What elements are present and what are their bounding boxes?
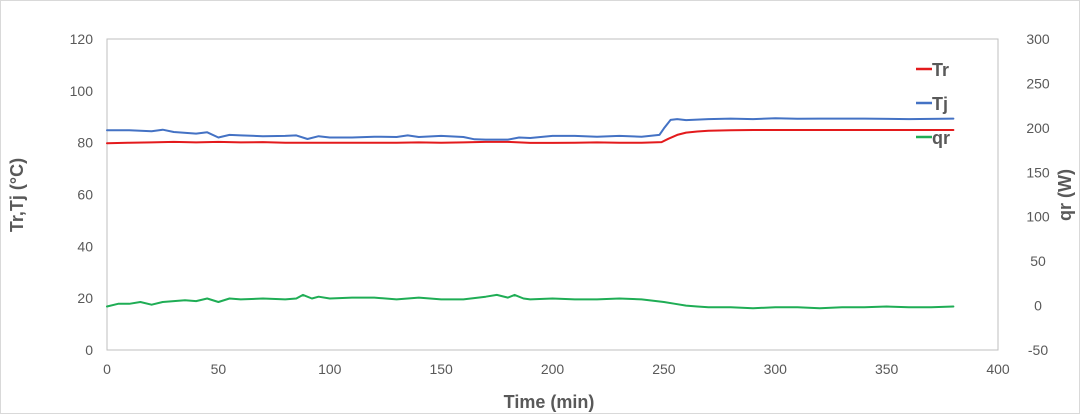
y-left-axis-title: Tr,Tj (°C) bbox=[7, 158, 27, 232]
y-right-tick-label: -50 bbox=[1028, 342, 1048, 358]
x-tick-label: 0 bbox=[103, 361, 111, 377]
y-right-tick-label: 250 bbox=[1026, 75, 1050, 91]
series-line-tr bbox=[106, 129, 955, 145]
legend-label-tj: Tj bbox=[932, 94, 948, 114]
x-tick-label: 100 bbox=[318, 361, 342, 377]
plot-area-border bbox=[106, 38, 999, 351]
x-tick-label: 300 bbox=[764, 361, 788, 377]
series-lines bbox=[106, 117, 955, 310]
y-left-tick-label: 40 bbox=[77, 238, 93, 254]
y-left-tick-label: 100 bbox=[70, 83, 94, 99]
legend-label-tr: Tr bbox=[932, 60, 949, 80]
legend: Tr Tj qr bbox=[916, 60, 950, 148]
y-right-tick-label: 100 bbox=[1026, 209, 1050, 225]
y-left-axis-ticks: 0 20 40 60 80 100 120 bbox=[70, 31, 94, 358]
x-tick-label: 400 bbox=[986, 361, 1010, 377]
x-tick-label: 150 bbox=[429, 361, 453, 377]
y-right-tick-label: 300 bbox=[1026, 31, 1050, 47]
x-tick-label: 200 bbox=[541, 361, 565, 377]
y-left-tick-label: 60 bbox=[77, 187, 93, 203]
series-line-qr bbox=[106, 293, 955, 310]
y-left-tick-label: 120 bbox=[70, 31, 94, 47]
x-axis-title: Time (min) bbox=[504, 392, 595, 412]
legend-label-qr: qr bbox=[932, 128, 950, 148]
x-tick-label: 250 bbox=[652, 361, 676, 377]
y-right-tick-label: 200 bbox=[1026, 120, 1050, 136]
plot-frame bbox=[106, 38, 999, 351]
x-axis-ticks: 0 50 100 150 200 250 300 350 400 bbox=[103, 361, 1010, 377]
y-right-tick-label: 50 bbox=[1030, 253, 1046, 269]
y-left-tick-label: 20 bbox=[77, 290, 93, 306]
y-right-axis-title: qr (W) bbox=[1055, 169, 1075, 221]
y-right-tick-label: 150 bbox=[1026, 164, 1050, 180]
x-tick-label: 50 bbox=[211, 361, 227, 377]
x-tick-label: 350 bbox=[875, 361, 899, 377]
series-line-tj bbox=[106, 117, 955, 141]
y-left-tick-label: 0 bbox=[85, 342, 93, 358]
y-left-tick-label: 80 bbox=[77, 135, 93, 151]
y-right-tick-label: 0 bbox=[1034, 298, 1042, 314]
y-right-axis-ticks: -50 0 50 100 150 200 250 300 bbox=[1026, 31, 1050, 358]
